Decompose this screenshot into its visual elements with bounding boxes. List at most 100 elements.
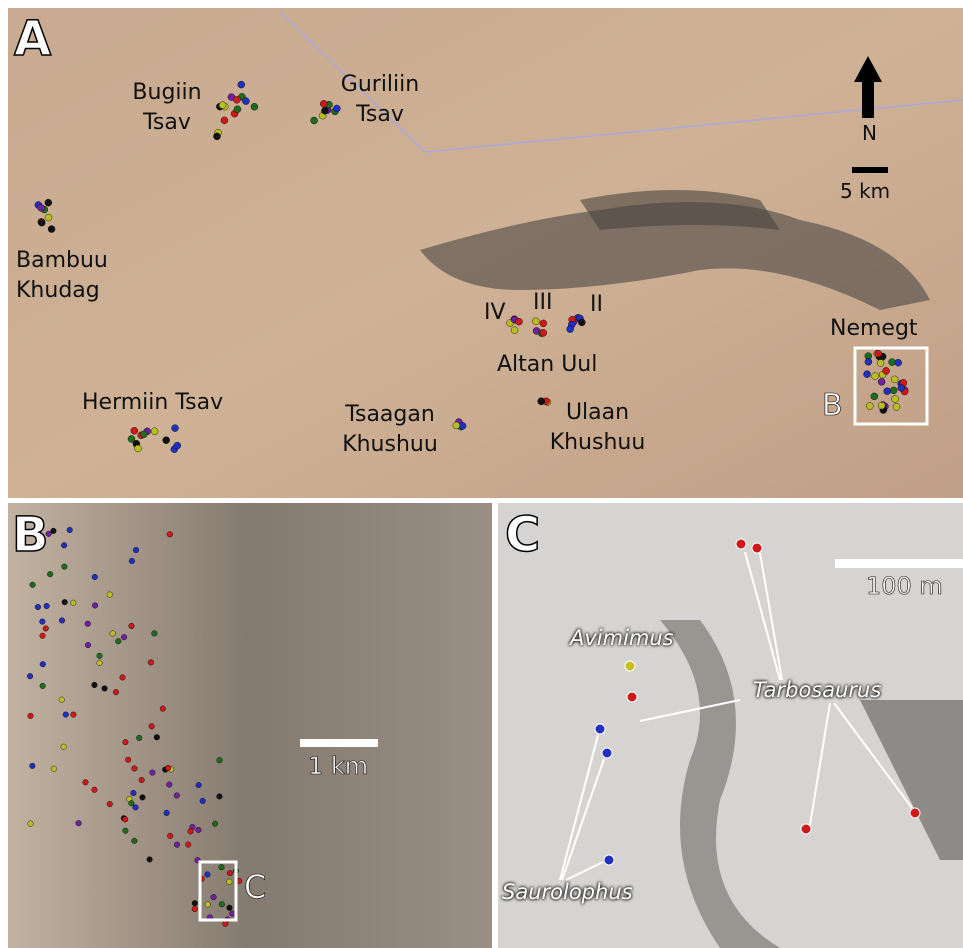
- locality-dot: [112, 689, 119, 696]
- locality-dot: [890, 375, 899, 384]
- locality-dot: [27, 820, 34, 827]
- locality-dot: [39, 618, 46, 625]
- locality-dot: [883, 387, 891, 395]
- specimen-dot: [594, 723, 606, 735]
- panel-label: B: [11, 507, 49, 563]
- locality-dot: [222, 920, 229, 927]
- locality-dot: [147, 659, 154, 666]
- specimen-dot: [751, 542, 763, 554]
- locality-dot: [34, 604, 41, 611]
- locality-dot: [148, 723, 155, 730]
- locality-dot: [515, 318, 523, 326]
- locality-dot: [61, 599, 68, 606]
- locality-dot: [864, 358, 873, 366]
- locality-dot: [510, 326, 519, 334]
- place-label: Guriliin Tsav: [340, 72, 420, 127]
- locality-dot: [892, 403, 901, 411]
- locality-dot: [61, 542, 68, 549]
- locality-dot: [226, 870, 233, 877]
- locality-dot: [45, 530, 52, 537]
- locality-dot: [894, 359, 902, 367]
- locality-dot: [310, 116, 318, 125]
- locality-dot: [38, 218, 46, 227]
- locality-dot: [151, 630, 158, 637]
- specimen-dot: [800, 823, 812, 835]
- locality-dot: [91, 573, 98, 580]
- locality-dot: [39, 682, 46, 689]
- locality-dot: [229, 910, 236, 917]
- locality-dot: [452, 421, 461, 430]
- locality-dot: [47, 571, 54, 578]
- locality-dot: [871, 372, 879, 380]
- terrain: [860, 700, 963, 860]
- place-label: II: [590, 292, 603, 317]
- place-label: Hermiin Tsav: [82, 390, 224, 415]
- locality-dot: [210, 894, 217, 901]
- locality-dot: [226, 878, 233, 885]
- locality-dot: [866, 402, 874, 410]
- locality-dot: [185, 841, 192, 848]
- locality-dot: [191, 905, 198, 912]
- scale-label: 5 km: [840, 179, 891, 203]
- locality-dot: [127, 435, 136, 443]
- locality-dot: [59, 617, 66, 624]
- place-label: Altan Uul: [497, 352, 598, 377]
- locality-dot: [204, 871, 211, 878]
- locality-dot: [70, 711, 77, 718]
- locality-dot: [60, 743, 67, 750]
- locality-dot: [153, 734, 160, 741]
- specimen-dot: [601, 747, 613, 759]
- locality-dot: [532, 317, 540, 325]
- locality-dot: [226, 904, 233, 911]
- locality-dot: [125, 756, 132, 763]
- locality-dot: [166, 781, 173, 788]
- locality-dot: [122, 816, 129, 823]
- locality-dot: [242, 97, 250, 105]
- scale-bar: [300, 739, 378, 747]
- leader-line: [809, 702, 831, 826]
- locality-dot: [321, 107, 329, 115]
- scale-bar: [835, 559, 963, 568]
- locality-dot: [44, 213, 53, 222]
- locality-dot: [131, 837, 138, 844]
- ridge: [580, 190, 780, 230]
- locality-dot: [195, 826, 202, 833]
- divider: [492, 503, 498, 948]
- locality-dot: [136, 734, 143, 741]
- locality-dot: [115, 638, 122, 645]
- locality-dot: [92, 602, 99, 609]
- locality-dot: [882, 367, 890, 375]
- place-label: III: [533, 290, 553, 315]
- taxon-label: Saurolophus: [502, 880, 633, 904]
- locality-dot: [101, 685, 108, 692]
- north-arrow: [854, 56, 882, 118]
- divider: [0, 498, 963, 503]
- locality-dot: [119, 674, 126, 681]
- locality-dot: [163, 809, 170, 816]
- locality-dot: [165, 764, 172, 771]
- locality-dot: [167, 832, 174, 839]
- locality-dot: [150, 427, 159, 435]
- ridge: [420, 202, 930, 310]
- locality-dot: [171, 424, 179, 432]
- locality-dot: [146, 856, 153, 863]
- place-label: Bambuu Khudag: [16, 248, 108, 303]
- leader-line: [565, 861, 604, 881]
- locality-dot: [458, 422, 467, 430]
- locality-dot: [84, 620, 91, 627]
- locality-dot: [27, 673, 34, 680]
- locality-dot: [187, 828, 194, 835]
- locality-dot: [216, 793, 223, 800]
- locality-dot: [29, 581, 36, 588]
- terrain: [660, 620, 780, 948]
- locality-dot: [218, 101, 227, 109]
- locality-dot: [195, 782, 202, 789]
- locality-dot: [863, 370, 871, 378]
- locality-dot: [62, 711, 69, 718]
- locality-dot: [39, 632, 46, 639]
- inset-label: B: [822, 388, 843, 424]
- locality-dot: [191, 900, 198, 907]
- place-label: Tsaagan Khushuu: [342, 402, 438, 457]
- locality-dot: [166, 531, 173, 538]
- locality-dot: [128, 622, 135, 629]
